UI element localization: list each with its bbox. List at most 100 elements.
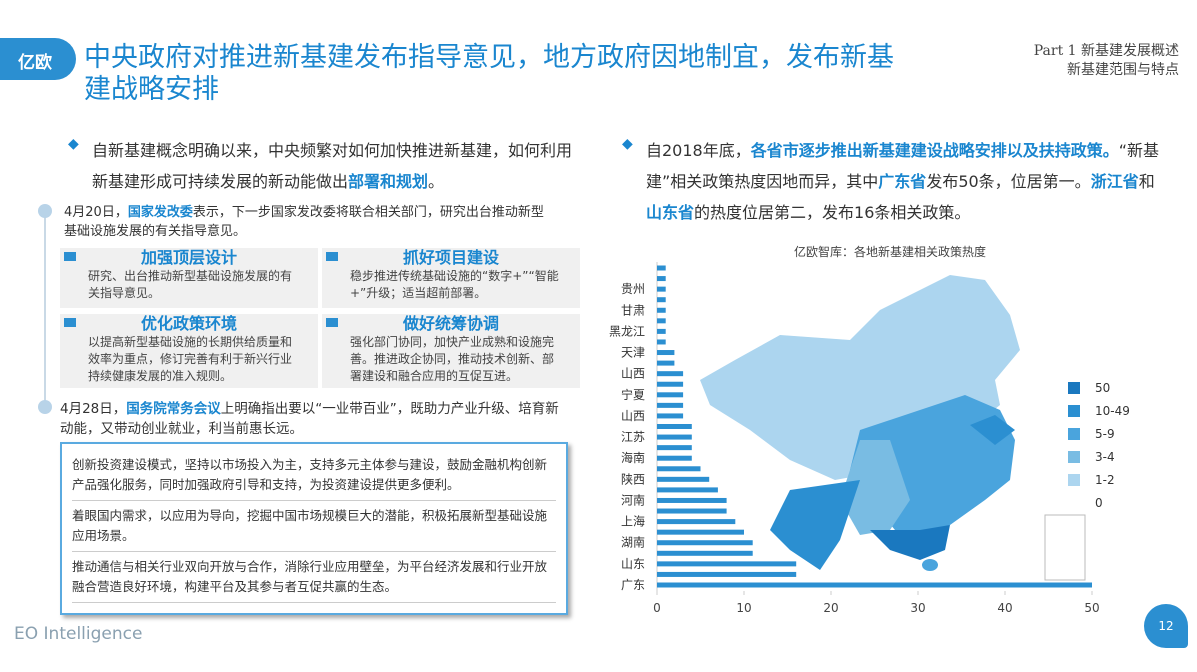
map-hainan (922, 559, 938, 571)
x-tick-label: 40 (997, 601, 1012, 615)
bar (657, 508, 727, 514)
text-run: 和 (1138, 172, 1155, 191)
bar (657, 561, 797, 567)
box-marker (64, 252, 76, 261)
bar (657, 276, 666, 282)
bar (657, 487, 718, 493)
box-marker (326, 318, 338, 327)
map-southwest (770, 480, 860, 570)
legend-label: 10-49 (1095, 404, 1130, 418)
text-run: 自新基建概念明确以来，中央频繁对如何加快推进新基建，如何利用新基建形成可持续发展… (92, 141, 573, 191)
y-tick-label: 江苏 (621, 430, 645, 444)
text-run: 发布50条，位居第一。 (926, 172, 1091, 191)
subsection-name: 新基建范围与特点 (1067, 62, 1179, 78)
timeline-1: 4月20日，国家发改委表示，下一步国家发改委将联合相关部门，研究出台推动新型基础… (64, 203, 554, 241)
bar (657, 434, 692, 440)
text-run: 自2018年底， (646, 141, 751, 160)
map (700, 275, 1086, 581)
text-run: 各省市逐步推出新基建建设战略安排以及扶持政策。 (750, 141, 1119, 160)
brand: EO Intelligence (14, 624, 143, 644)
bar (657, 519, 736, 525)
x-tick-label: 30 (910, 601, 925, 615)
legend-swatch (1068, 451, 1080, 463)
text-run: “新基建”相关政策热度因地而异，其中 (646, 141, 1160, 191)
legend-swatch (1068, 382, 1080, 394)
bar (657, 307, 666, 313)
legend-swatch (1068, 474, 1080, 486)
text-run: 部署和规划 (348, 172, 429, 191)
timeline-2: 4月28日，国务院常务会议上明确指出要以“一业带百业”，既助力产业升级、培育新动… (60, 399, 565, 439)
left-intro: 自新基建概念明确以来，中央频繁对如何加快推进新基建，如何利用新基建形成可持续发展… (92, 135, 572, 197)
y-tick-label: 山西 (621, 409, 645, 423)
text-run: 的热度位居第二，发布16条相关政策。 (694, 203, 971, 222)
y-tick-label: 陕西 (621, 471, 645, 486)
text-run: 山东省 (646, 203, 695, 222)
page-number: 12 (1144, 604, 1188, 648)
legend-label: 0 (1095, 496, 1103, 510)
box-text: 强化部门协同，加快产业成熟和设施完善。推进政企协同，推动技术创新、部署建设和融合… (350, 335, 555, 383)
chart-title: 亿欧智库：各地新基建相关政策热度 (794, 244, 986, 259)
y-tick-label: 广东 (621, 578, 645, 592)
x-tick-label: 50 (1084, 601, 1099, 615)
bullet: ◆ (622, 136, 633, 152)
box-title: 加强顶层设计 (140, 248, 237, 267)
timeline (44, 210, 46, 410)
bar (657, 381, 684, 387)
legend-label: 1-2 (1095, 473, 1115, 487)
y-tick-label: 天津 (621, 346, 645, 360)
bar (657, 550, 753, 556)
map-guangdong (870, 525, 950, 560)
text-run: 4月28日， (60, 401, 127, 417)
box-title: 优化政策环境 (140, 314, 237, 333)
policy-box: 做好统筹协调强化部门协同，加快产业成熟和设施完善。推进政企协同，推动技术创新、部… (322, 314, 580, 388)
y-tick-label: 山东 (621, 557, 645, 571)
bullet: ◆ (68, 136, 79, 152)
box-title: 抓好项目建设 (402, 248, 499, 267)
logo-badge (0, 38, 76, 80)
y-tick-label: 湖南 (621, 535, 645, 550)
bar (657, 265, 666, 271)
policy-box: 优化政策环境以提高新型基础设施的长期供给质量和效率为重点，修订完善有利于新兴行业… (60, 314, 318, 388)
y-tick-label: 上海 (621, 514, 645, 529)
y-tick-label: 河南 (621, 492, 645, 507)
bar (657, 424, 692, 429)
y-tick-label: 宁夏 (621, 387, 645, 402)
bar (657, 371, 684, 377)
bar (657, 328, 666, 334)
title: 中央政府对推进新基建发布指导意见，地方政府因地制宜，发布新基建战略安排 (84, 42, 894, 105)
timeline-dot (38, 204, 52, 218)
text-run: 。 (428, 172, 445, 191)
bar (657, 392, 684, 398)
legend-label: 3-4 (1095, 450, 1115, 464)
legend-swatch (1068, 405, 1080, 417)
measure: 推动通信与相关行业双向开放与合作，消除行业应用壁垒，为平台经济发展和行业开放融合… (72, 552, 556, 603)
policy-box: 加强顶层设计研究、出台推动新型基础设施发展的有关指导意见。 (60, 248, 318, 308)
legend-swatch (1068, 497, 1080, 509)
x-tick-label: 20 (823, 601, 838, 615)
legend-swatch (1068, 428, 1080, 440)
text-run: 广东省 (878, 172, 927, 191)
map-shandong (970, 415, 1015, 445)
measures-box: 创新投资建设模式，坚持以市场投入为主，支持多元主体参与建设，鼓励金融机构创新产品… (60, 442, 568, 615)
y-tick-label: 贵州 (621, 282, 645, 296)
box-text: 研究、出台推动新型基础设施发展的有关指导意见。 (88, 269, 293, 300)
bar (657, 360, 675, 366)
section: Part 1 新基建发展概述 新基建范围与特点 (1034, 42, 1179, 80)
text-run: 国家发改委 (127, 205, 193, 220)
bar (657, 540, 753, 546)
measure: 创新投资建设模式，坚持以市场投入为主，支持多元主体参与建设，鼓励金融机构创新产品… (72, 450, 556, 501)
right-intro: 自2018年底，各省市逐步推出新基建建设战略安排以及扶持政策。“新基建”相关政策… (646, 135, 1166, 228)
bar (657, 529, 744, 535)
box-title: 做好统筹协调 (402, 314, 499, 333)
bar (657, 402, 684, 408)
legend-label: 5-9 (1095, 427, 1115, 441)
box-marker (64, 318, 76, 327)
y-tick-label: 甘肃 (621, 303, 645, 317)
text-run: 上明确指出要以“一业带百业”，既助力产业升级、培育新动能，又带动创业就业，利当前… (60, 401, 559, 437)
box-text: 以提高新型基础设施的长期供给质量和效率为重点，修订完善有利于新兴行业持续健康发展… (88, 335, 293, 383)
policy-box: 抓好项目建设 稳步推进传统基础设施的“数字+”“智能+”升级；适当超前部署。 (322, 248, 580, 308)
text-run: 浙江省 (1090, 172, 1139, 191)
bar (657, 350, 675, 356)
y-tick-label: 黑龙江 (609, 324, 645, 338)
